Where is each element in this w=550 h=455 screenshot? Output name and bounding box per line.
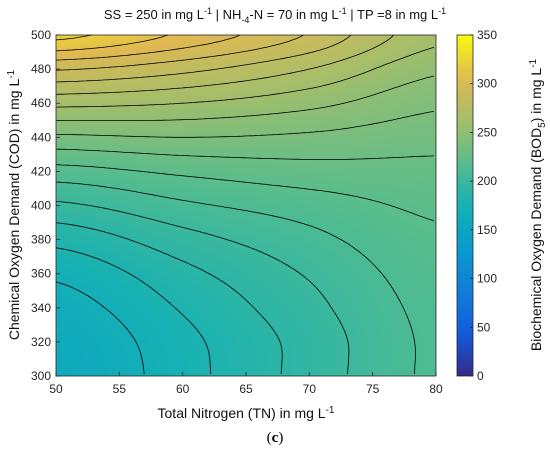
colorbar-frame: [456, 34, 474, 377]
x-tick-label: 55: [113, 382, 127, 396]
colorbar-tick-label: 250: [477, 125, 497, 139]
colorbar-label: Biochemical Oxygen Demand (BOD5) in mg L…: [528, 58, 548, 351]
colorbar-tick-label: 50: [477, 320, 491, 334]
y-axis-ticks: 300 320 340 360 380 400 420 440 460 480 500: [31, 28, 60, 383]
colorbar-tick-label: 100: [477, 272, 497, 286]
colorbar-tick-label: 150: [477, 223, 497, 237]
y-tick-label: 400: [31, 199, 51, 213]
y-tick-label: 480: [31, 62, 51, 76]
y-tick-label: 460: [31, 96, 51, 110]
x-tick-label: 75: [366, 382, 380, 396]
colorbar-ticks: 0 50 100 150 200 250 300 350: [470, 28, 497, 383]
y-tick-label: 440: [31, 130, 51, 144]
colorbar: 0 50 100 150 200 250 300 350: [456, 28, 497, 383]
x-axis-label: Total Nitrogen (TN) in mg L-1: [158, 405, 335, 421]
y-tick-label: 320: [31, 335, 51, 349]
colorbar-tick-label: 200: [477, 174, 497, 188]
colorbar-tick-label: 300: [477, 77, 497, 91]
x-tick-label: 50: [49, 382, 63, 396]
y-tick-label: 340: [31, 301, 51, 315]
colorbar-gradient: [457, 35, 473, 376]
x-tick-label: 60: [176, 382, 190, 396]
y-tick-label: 360: [31, 267, 51, 281]
x-axis-ticks: 50 55 60 65 70 75 80: [49, 372, 443, 396]
y-tick-label: 500: [31, 28, 51, 42]
chart-title: SS = 250 in mg L-1 | NH-4-N = 70 in mg L…: [104, 6, 446, 25]
panel-label: (c): [267, 430, 284, 446]
contour-lines: [55, 34, 435, 375]
x-tick-label: 80: [429, 382, 443, 396]
colorbar-tick-label: 350: [477, 28, 497, 42]
x-tick-label: 70: [303, 382, 317, 396]
heatmap-image: [56, 35, 436, 376]
x-tick-label: 65: [239, 382, 253, 396]
y-axis-label: Chemical Oxygen Demand (COD) in mg L-1: [6, 69, 22, 340]
y-tick-label: 300: [31, 369, 51, 383]
colorbar-tick-label: 0: [477, 369, 484, 383]
y-tick-label: 420: [31, 164, 51, 178]
contour-plot-area: 50 55 60 65 70 75 80 300 320 340 360 380 400 420 440 4…: [31, 28, 443, 396]
y-tick-label: 380: [31, 233, 51, 247]
